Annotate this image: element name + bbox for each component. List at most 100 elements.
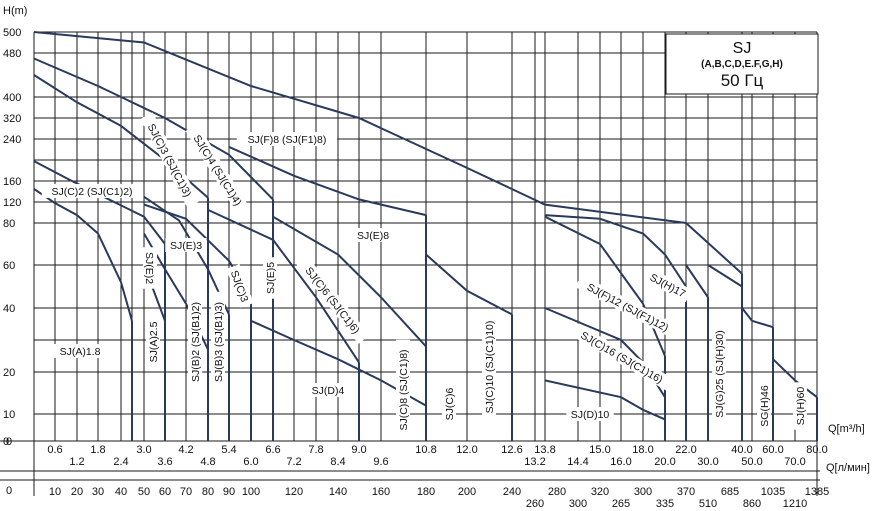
curve-series: [544, 214, 687, 288]
curve-label-bg: [263, 257, 277, 299]
curve-label: SJ(G)25 (SJ(H)30): [712, 320, 726, 428]
curve-label-bg: [185, 123, 251, 217]
q-m3h-tick-label: 70.0: [784, 456, 805, 468]
curve-label-text: SJ(C)4 (SJ(C1)4): [191, 133, 244, 208]
curve-label-bg: [793, 382, 807, 430]
curve-label: SJ(E)3: [165, 238, 207, 252]
q-m3h-zero-label: 0: [6, 436, 12, 448]
q-m3h-tick-label: 30.0: [697, 456, 718, 468]
curve-label-text: SJ(E)3: [170, 240, 202, 252]
q-m3h-tick-label: 18.0: [632, 444, 653, 456]
q-lmin-tick-label: 280: [548, 486, 566, 498]
curve-label-bg: [143, 247, 157, 289]
q-lmin-tick-label: 40: [115, 486, 127, 498]
curve-label-bg: [236, 132, 338, 146]
curve-label-text: SJ(C)6 (SJ(C1)6): [303, 265, 362, 336]
q-lmin-tick-label: 1035: [761, 486, 785, 498]
q-m3h-tick-label: 14.4: [567, 456, 588, 468]
q-lmin-tick-label: 50: [138, 486, 150, 498]
curve-label-bg: [211, 291, 225, 393]
q-lmin-tick-label: 20: [71, 486, 83, 498]
curve-label: SJ(F)8 (SJ(F1)8): [236, 132, 338, 146]
curve-label-text: SJ(E)2: [143, 252, 155, 284]
curve-label: SJ(C)6 (SJ(C1)6): [296, 256, 370, 344]
q-lmin-tick-label: 30: [92, 486, 104, 498]
q-lmin-zero-label: 0: [6, 485, 12, 497]
h-tick-label: 160: [3, 176, 21, 188]
curve-label: SJ(H)60: [793, 382, 807, 430]
q-m3h-tick-label: 6.6: [265, 444, 280, 456]
h-tick-label: 320: [3, 113, 21, 125]
curve-label: SJ(B)2 (SJ(B1)2): [188, 291, 202, 393]
curve-label: SJ(C)10 (SJ(C1)10): [482, 310, 496, 424]
q-m3h-tick-label: 6.0: [243, 456, 258, 468]
q-m3h-tick-label: 12.0: [456, 444, 477, 456]
curve-label-text: SJ(G)25 (SJ(H)30): [714, 330, 726, 418]
curve-label-text: SJ(E)5: [265, 262, 277, 294]
curve-label-text: SJ(C)10 (SJ(C1)10): [484, 321, 496, 414]
curve-label-bg: [165, 238, 207, 252]
h-tick-label: 480: [3, 48, 21, 60]
curve-label-bg: [188, 291, 202, 393]
q-m3h-tick-label: 13.2: [524, 456, 545, 468]
curve-label-bg: [352, 228, 394, 242]
q-lmin-tick-label: 60: [159, 486, 171, 498]
q-m3h-tick-label: 2.4: [113, 456, 128, 468]
q-lmin-tick-label: 200: [458, 486, 476, 498]
curve-label: SJ(C)8 (SJ(C1)8): [396, 339, 410, 441]
curve-label-bg: [146, 315, 160, 369]
curve-label-bg: [296, 256, 370, 344]
q-m3h-tick-label: 40.0: [731, 444, 752, 456]
curve-label: SJ(E)2: [143, 247, 157, 289]
q-m3h-tick-label: 7.8: [308, 444, 323, 456]
curve-label: SJ(C)3: [226, 264, 254, 308]
curve-label-bg: [712, 320, 726, 428]
q-m3h-tick-label: 4.2: [178, 444, 193, 456]
curve-label-bg: [226, 264, 254, 308]
h-tick-label: 240: [3, 134, 21, 146]
curve-label-text: SJ(H)17: [648, 272, 688, 301]
q-lmin-tick-label: 90: [223, 486, 235, 498]
h-tick-label: 10: [3, 409, 15, 421]
h-tick-label: 20: [3, 367, 15, 379]
q-m3h-tick-label: 5.4: [221, 444, 236, 456]
curve-series: [685, 264, 709, 298]
curve-label: SJ(B)3 (SJ(B1)3): [211, 291, 225, 393]
curve-label: SJ(C)6: [442, 383, 456, 425]
q-m3h-tick-label: 16.0: [610, 456, 631, 468]
curve-series: [707, 264, 743, 288]
curve-label-bg: [396, 339, 410, 441]
q-lmin-tick-label: 300: [634, 486, 652, 498]
curve-label-bg: [41, 184, 143, 198]
q-m3h-tick-label: 1.8: [90, 444, 105, 456]
q-lmin-tick-label: 120: [285, 486, 303, 498]
curve-label-text: SJ(H)60: [795, 387, 807, 426]
q-m3h-tick-label: 50.0: [741, 456, 762, 468]
h-tick-label: 500: [3, 27, 21, 39]
q-lmin-tick-label: 320: [591, 486, 609, 498]
curve-label-text: SJ(A)2.5: [148, 321, 160, 362]
q-m3h-tick-label: 15.0: [589, 444, 610, 456]
q-m3h-tick-label: 3.0: [136, 444, 151, 456]
title-box: SJ (A,B,C,D,E.F,G,H) 50 Гц: [665, 33, 819, 95]
x-axis-label-m3h: Q[m³/h]: [828, 423, 865, 435]
q-m3h-tick-label: 13.8: [534, 444, 555, 456]
curve-series: [33, 57, 274, 201]
chart-title: SJ: [733, 40, 752, 57]
q-lmin-tick-label: 370: [677, 486, 695, 498]
q-m3h-tick-label: 1.2: [69, 456, 84, 468]
curve-label-bg: [569, 322, 675, 392]
q-m3h-tick-label: 9.0: [351, 444, 366, 456]
curve-labels: SJ(A)1.8 SJ(A)2.5 SJ(C)2 (SJ(C1)2) SJ(E)2 SJ…: [41, 112, 807, 441]
curve-label-text: SJ(B)3 (SJ(B1)3): [213, 302, 225, 382]
q-m3h-tick-label: 8.4: [330, 456, 345, 468]
curve-label: SJ(C)16 (SJ(C1)16): [569, 322, 675, 392]
y-axis-label: H(m): [3, 5, 27, 17]
curve-label-text: SJ(D)4: [312, 385, 345, 397]
chart-subtitle: (A,B,C,D,E.F,G,H): [701, 59, 783, 70]
q-lmin-tick-label: 100: [242, 486, 260, 498]
q-lmin-tick-label: 140: [329, 486, 347, 498]
curve-series: [207, 208, 360, 363]
h-tick-label: 40: [3, 303, 15, 315]
